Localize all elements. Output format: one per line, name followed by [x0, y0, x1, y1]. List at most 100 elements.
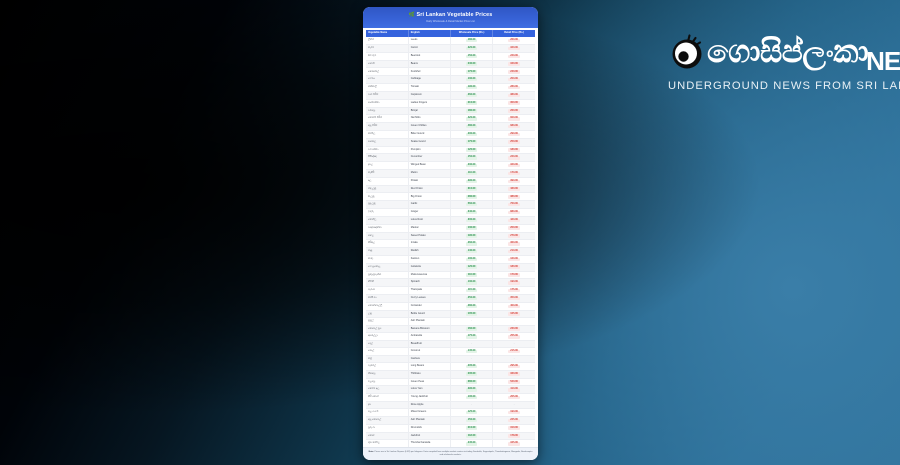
cell-english-name: Rose Apple — [408, 401, 452, 410]
table-row[interactable]: බණ්ඩක්කා Ladies Fingers 210.00 300.00 — [366, 99, 535, 108]
cell-retail-price: 390.00 — [492, 177, 535, 186]
cell-retail-price: 430.00 — [492, 185, 535, 194]
cell-retail-price: 210.00 — [492, 247, 535, 256]
cell-english-name: Green Chillies — [408, 122, 452, 131]
table-row[interactable]: කැරට් Carrot 220.00 320.00 — [366, 44, 535, 53]
table-row[interactable]: තුඹ කරවිල Thumba Karawila 245.00 345.00 — [366, 439, 535, 448]
cell-english-name: Ladies Fingers — [408, 99, 452, 108]
table-row[interactable]: රාබු Radish 140.00 210.00 — [366, 247, 535, 256]
table-row[interactable]: රතු ලූනු Red Onion 310.00 430.00 — [366, 185, 535, 194]
table-row[interactable]: තක්කාලි Tomato 190.00 280.00 — [366, 83, 535, 92]
table-row[interactable]: නෙළුම් අල Lotus Yam 290.00 410.00 — [366, 385, 535, 395]
table-row[interactable]: මුකුණුවැන්න Mukunuwenna 110.00 170.00 — [366, 271, 535, 280]
table-row[interactable]: කිරි කොස් Young Jackfruit 135.00 205.00 — [366, 393, 535, 403]
table-header: Vegetable Name English Wholesale Price (… — [366, 29, 535, 38]
cell-english-name: Long Beans — [408, 362, 452, 371]
table-row[interactable]: ඉඟුරු Ginger 640.00 880.00 — [366, 208, 535, 217]
table-row[interactable]: කරවිල Bitter Gourd 200.00 290.00 — [366, 130, 535, 139]
cell-english-name: Thibbatu — [408, 370, 452, 379]
table-row[interactable]: බතල Sweet Potato 190.00 270.00 — [366, 232, 535, 241]
cell-retail-price: 330.00 — [492, 370, 535, 379]
table-row[interactable]: අඹරැල්ලා Ambarella 175.00 255.00 — [366, 332, 535, 342]
table-row[interactable]: නිවිති Spinach 130.00 190.00 — [366, 278, 535, 288]
cell-wholesale-price: 120.00 — [450, 263, 494, 272]
cell-english-name: Drumstick — [408, 424, 452, 433]
table-row[interactable]: කැකිරි Melon 110.00 170.00 — [366, 169, 535, 178]
table-row[interactable]: පුහුල් Ash Plantain - - — [366, 317, 535, 326]
table-row[interactable]: කංකුං Kankun 100.00 160.00 — [366, 255, 535, 264]
cell-wholesale-price: 105.00 — [450, 310, 494, 319]
table-row[interactable]: ගොටුකොළ Gotukola 120.00 180.00 — [366, 263, 535, 272]
cell-sinhala-name: අඹරැල්ලා — [366, 332, 409, 342]
table-row[interactable]: වට්ටක්කා Pumpkin 120.00 180.00 — [366, 146, 535, 155]
price-table-container[interactable]: Vegetable Name English Wholesale Price (… — [363, 28, 538, 448]
cell-english-name: Capsicum — [408, 91, 452, 100]
table-row[interactable]: ගෝවා Cabbage 130.00 200.00 — [366, 75, 535, 85]
footer-note-label: Note: — [368, 451, 374, 454]
table-row[interactable]: මාළු මිරිස් Capsicum 260.00 380.00 — [366, 91, 535, 100]
table-row[interactable]: දෙල් Breadfruit - - — [366, 340, 535, 349]
cell-sinhala-name: සුදු ලූනු — [366, 200, 409, 210]
cell-wholesale-price: 115.00 — [450, 286, 494, 296]
table-row[interactable]: දඹල Winged Bean 230.00 320.00 — [366, 161, 535, 171]
table-row[interactable]: තිබ්බටු Thibbatu 235.00 330.00 — [366, 370, 535, 379]
table-row[interactable]: එළබටු Green Peas 380.00 520.00 — [366, 378, 535, 387]
column-header-english[interactable]: English — [408, 29, 452, 38]
table-row[interactable]: ලබු Bottle Gourd 105.00 165.00 — [366, 310, 535, 319]
cell-wholesale-price: - — [450, 317, 494, 326]
table-row[interactable]: මඤ්ඤොක්කා Manioc 130.00 200.00 — [366, 224, 535, 233]
cell-retail-price: 295.00 — [492, 362, 535, 371]
cell-wholesale-price: 145.00 — [450, 347, 494, 356]
table-row[interactable]: ලීක්ස් Leeks 180.00 260.00 — [366, 37, 535, 46]
cell-sinhala-name: කරපිංචා — [366, 294, 409, 303]
cell-wholesale-price: 200.00 — [450, 130, 494, 139]
table-row[interactable]: කිරිඅල Innala 260.00 360.00 — [366, 239, 535, 249]
table-row[interactable]: කොච්චි මිරිස් Nai Miris 420.00 600.00 — [366, 114, 535, 124]
table-row[interactable]: වම්බටු Brinjal 180.00 260.00 — [366, 107, 535, 116]
cell-wholesale-price: 100.00 — [450, 255, 494, 264]
table-row[interactable]: මුරුංගා Drumstick 210.00 310.00 — [366, 424, 535, 433]
cell-sinhala-name: නෙළුම් අල — [366, 385, 409, 395]
logo-tagline: UNDERGROUND NEWS FROM SRI LANKA — [668, 80, 900, 92]
column-header-sinhala[interactable]: Vegetable Name — [366, 29, 409, 38]
table-row[interactable]: බීට් රූට් Beetroot 150.00 220.00 — [366, 52, 535, 61]
cell-retail-price: 260.00 — [492, 107, 535, 116]
table-row[interactable]: කරපිංචා Curry Leaves 250.00 350.00 — [366, 294, 535, 303]
cell-retail-price: 190.00 — [492, 278, 535, 288]
table-row[interactable]: කජු Cashew - - — [366, 355, 535, 364]
cell-english-name: Brinjal — [408, 107, 452, 116]
cell-english-name: Thampala — [408, 286, 452, 296]
table-row[interactable]: සුදු ලූනු Garlic 560.00 760.00 — [366, 200, 535, 210]
table-row[interactable]: බෝංචි Beans 240.00 340.00 — [366, 60, 535, 69]
cell-retail-price: 360.00 — [492, 239, 535, 249]
cell-english-name: Bottle Gourd — [408, 310, 452, 319]
table-row[interactable]: පිපිඤ්ඤා Cucumber 150.00 220.00 — [366, 153, 535, 163]
cell-english-name: Ash Plantain — [408, 317, 452, 326]
table-row[interactable]: පොල් Coconut 145.00 215.00 — [366, 347, 535, 356]
cell-wholesale-price: 125.00 — [450, 408, 494, 417]
cell-sinhala-name: කොත්තමල්ලි — [366, 302, 409, 311]
table-row[interactable]: පළා වර්ග Mixed Greens 125.00 190.00 — [366, 408, 535, 417]
table-row[interactable]: අමු මිරිස් Green Chillies 480.00 680.00 — [366, 122, 535, 131]
table-row[interactable]: මෑකරල් Long Beans 205.00 295.00 — [366, 362, 535, 371]
table-row[interactable]: දඹ Rose Apple - - — [366, 401, 535, 410]
table-row[interactable]: සැරණ Thampala 115.00 175.00 — [366, 286, 535, 296]
cell-wholesale-price: 210.00 — [450, 99, 494, 108]
cell-wholesale-price: 170.00 — [450, 138, 494, 147]
cell-wholesale-price: 205.00 — [450, 362, 494, 371]
table-row[interactable]: අල Potato 290.00 390.00 — [366, 177, 535, 186]
table-row[interactable]: කොස් Jackfruit 118.00 178.00 — [366, 432, 535, 441]
table-row[interactable]: නෝකෝල් Knolkhol 170.00 240.00 — [366, 67, 535, 77]
column-header-retail[interactable]: Retail Price (Rs.) — [492, 29, 535, 38]
cell-english-name: Green Peas — [408, 378, 452, 387]
table-row[interactable]: කොත්තමල්ලි Coriander 280.00 400.00 — [366, 302, 535, 311]
table-row[interactable]: පතෝල Snake Gourd 170.00 250.00 — [366, 138, 535, 147]
cell-sinhala-name: තක්කාලි — [366, 83, 409, 92]
cell-wholesale-price: 150.00 — [450, 52, 494, 61]
table-row[interactable]: කෙසෙල් මුව Banana Blossom 160.00 230.00 — [366, 325, 535, 334]
column-header-wholesale[interactable]: Wholesale Price (Rs.) — [450, 29, 494, 38]
table-row[interactable]: කොහිල Lotus Root 300.00 420.00 — [366, 216, 535, 225]
table-row[interactable]: අමු කෙසෙල් Ash Plantain 150.00 225.00 — [366, 416, 535, 425]
cell-english-name: Breadfruit — [408, 340, 452, 349]
table-row[interactable]: බී ලූනු Big Onion 280.00 380.00 — [366, 192, 535, 202]
